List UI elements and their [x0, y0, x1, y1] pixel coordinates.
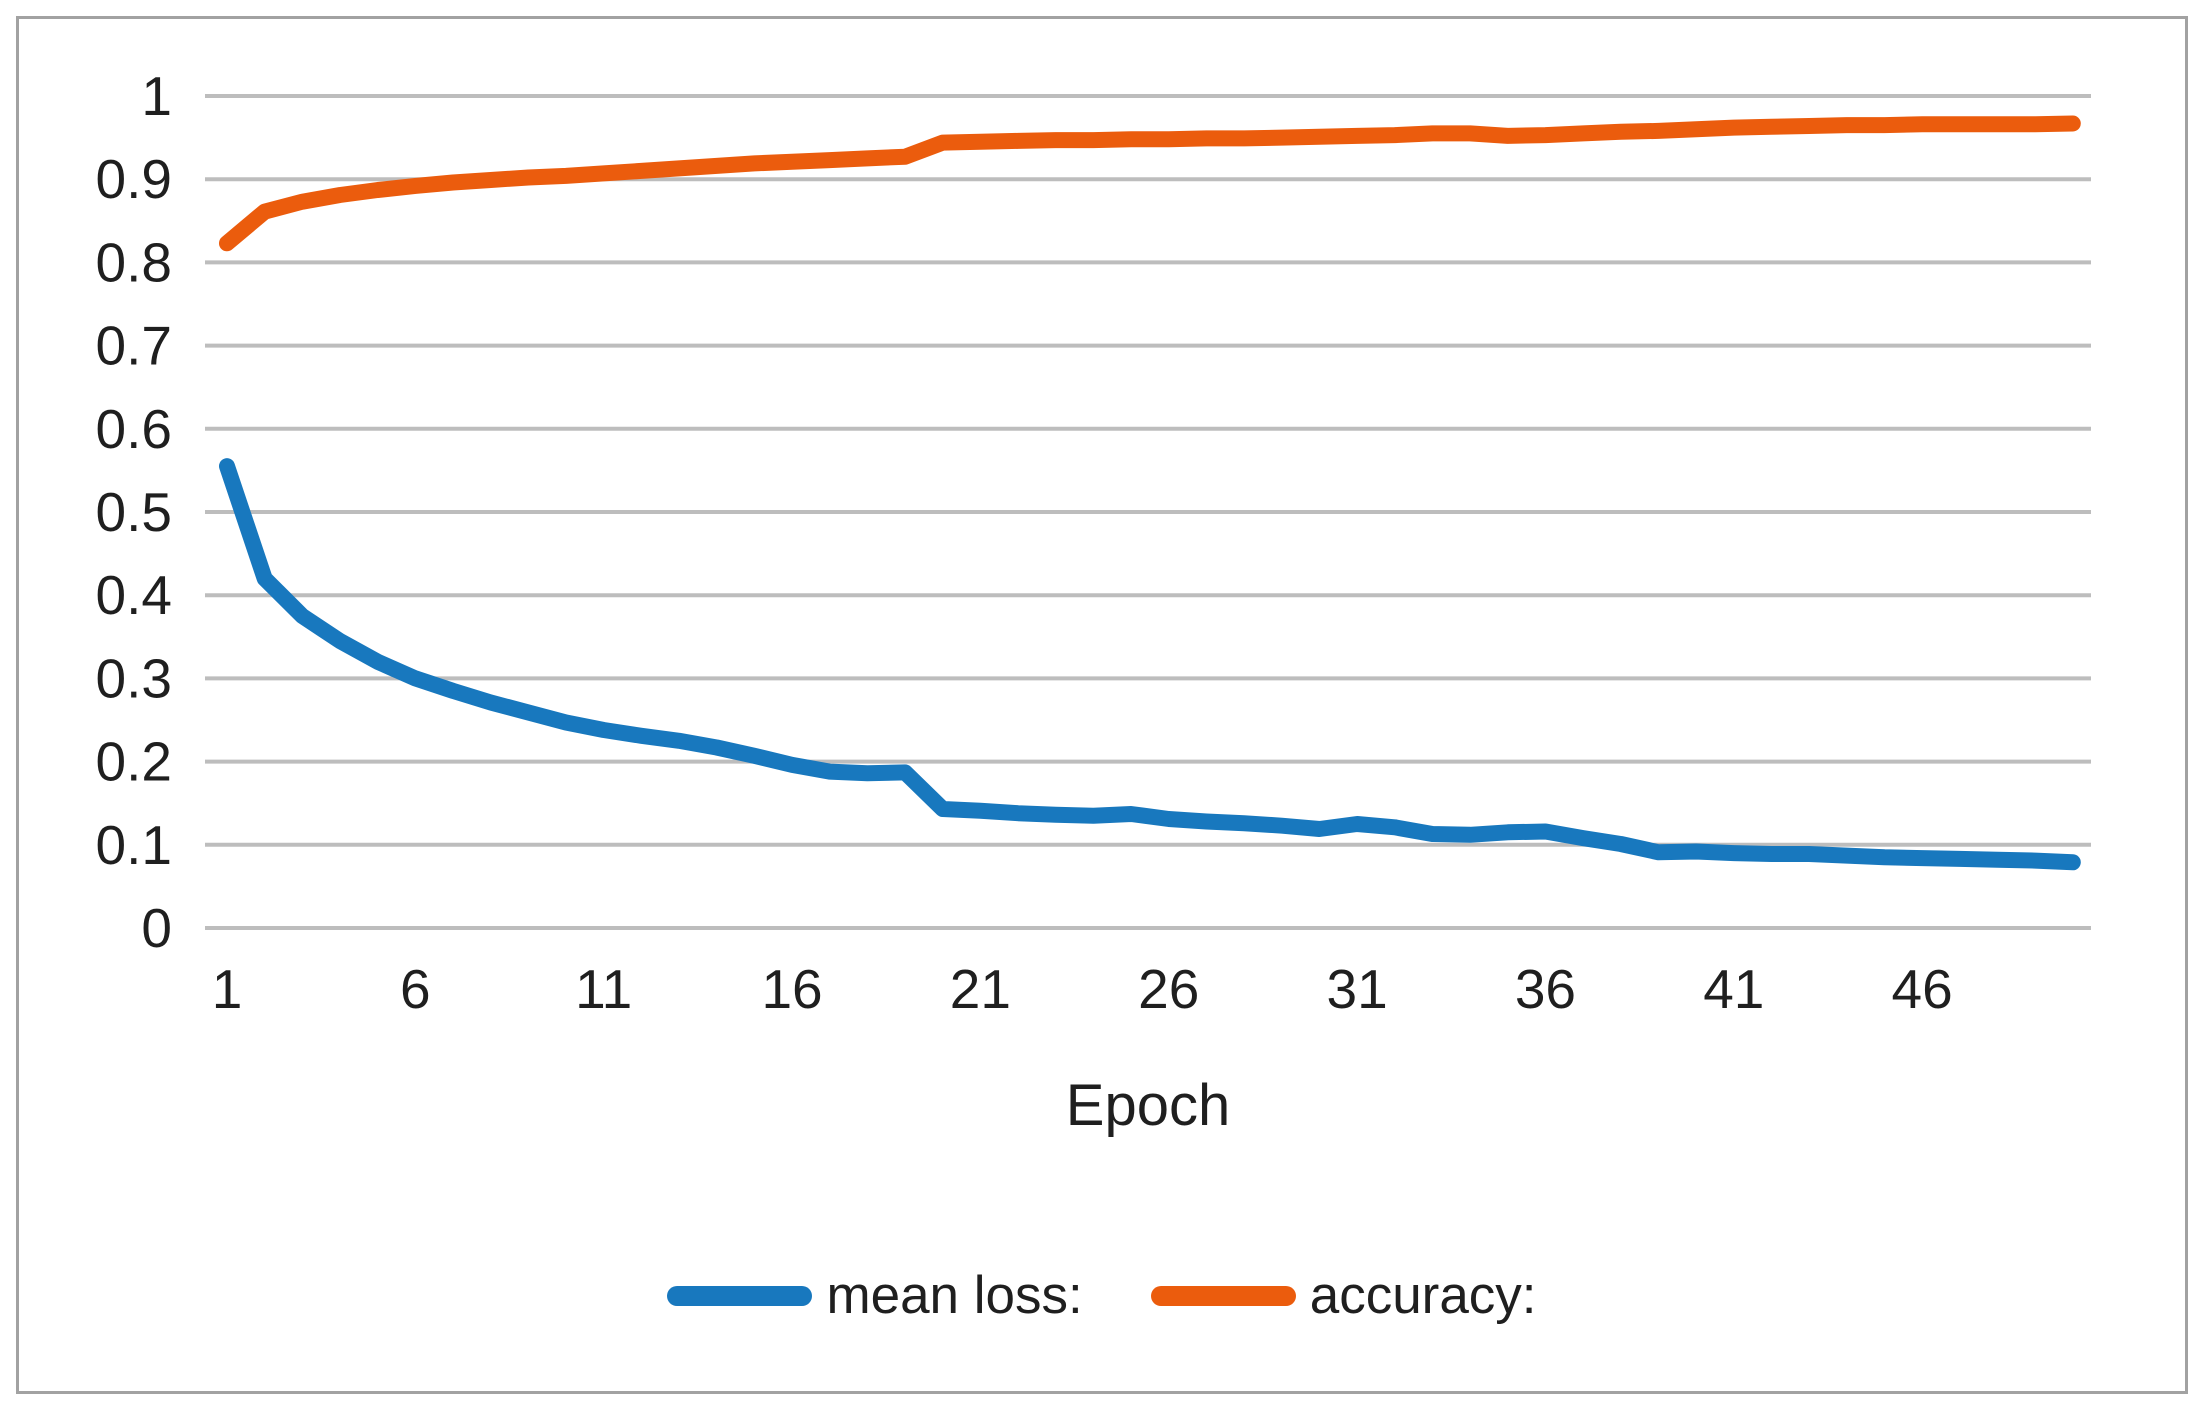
y-axis-tick-label: 0.8: [96, 231, 172, 293]
x-axis-tick-label: 26: [1138, 958, 1199, 1020]
legend-swatch: [1150, 1285, 1296, 1306]
y-axis-tick-label: 0.9: [96, 148, 172, 210]
x-axis-tick-label: 16: [761, 958, 822, 1020]
legend-swatch: [667, 1285, 813, 1306]
x-axis-title: Epoch: [1065, 1073, 1231, 1138]
series-line-accuracy: [219, 115, 2081, 252]
y-axis-tick-label: 0.7: [96, 315, 172, 377]
y-axis-tick-label: 0.6: [96, 398, 172, 460]
legend-label: accuracy:: [1309, 1266, 1537, 1325]
x-axis-tick-label: 11: [575, 958, 632, 1020]
y-axis-tick-label: 0.5: [96, 481, 172, 543]
legend-item: accuracy:: [1150, 1265, 1537, 1326]
x-axis-tick-label: 46: [1892, 958, 1953, 1020]
y-axis-tick-label: 0.1: [96, 814, 172, 876]
x-axis-tick-label: 1: [212, 958, 243, 1020]
legend-item: mean loss:: [667, 1265, 1083, 1326]
y-axis-tick-label: 1: [141, 65, 172, 127]
x-axis-tick-label: 21: [950, 958, 1011, 1020]
y-axis-tick-label: 0: [141, 897, 172, 959]
y-axis-tick-label: 0.4: [96, 564, 172, 626]
x-axis-tick-label: 36: [1515, 958, 1576, 1020]
x-axis-tick-label: 31: [1327, 958, 1388, 1020]
legend-label: mean loss:: [826, 1266, 1083, 1325]
chart-frame: [16, 16, 2188, 1394]
series-line-mean-loss: [219, 458, 2081, 871]
legend: mean loss: accuracy:: [0, 1248, 2204, 1343]
y-axis-tick-label: 0.3: [96, 647, 172, 709]
x-axis-tick-label: 6: [400, 958, 431, 1020]
x-axis-tick-label: 41: [1703, 958, 1764, 1020]
y-axis-tick-label: 0.2: [96, 731, 172, 793]
